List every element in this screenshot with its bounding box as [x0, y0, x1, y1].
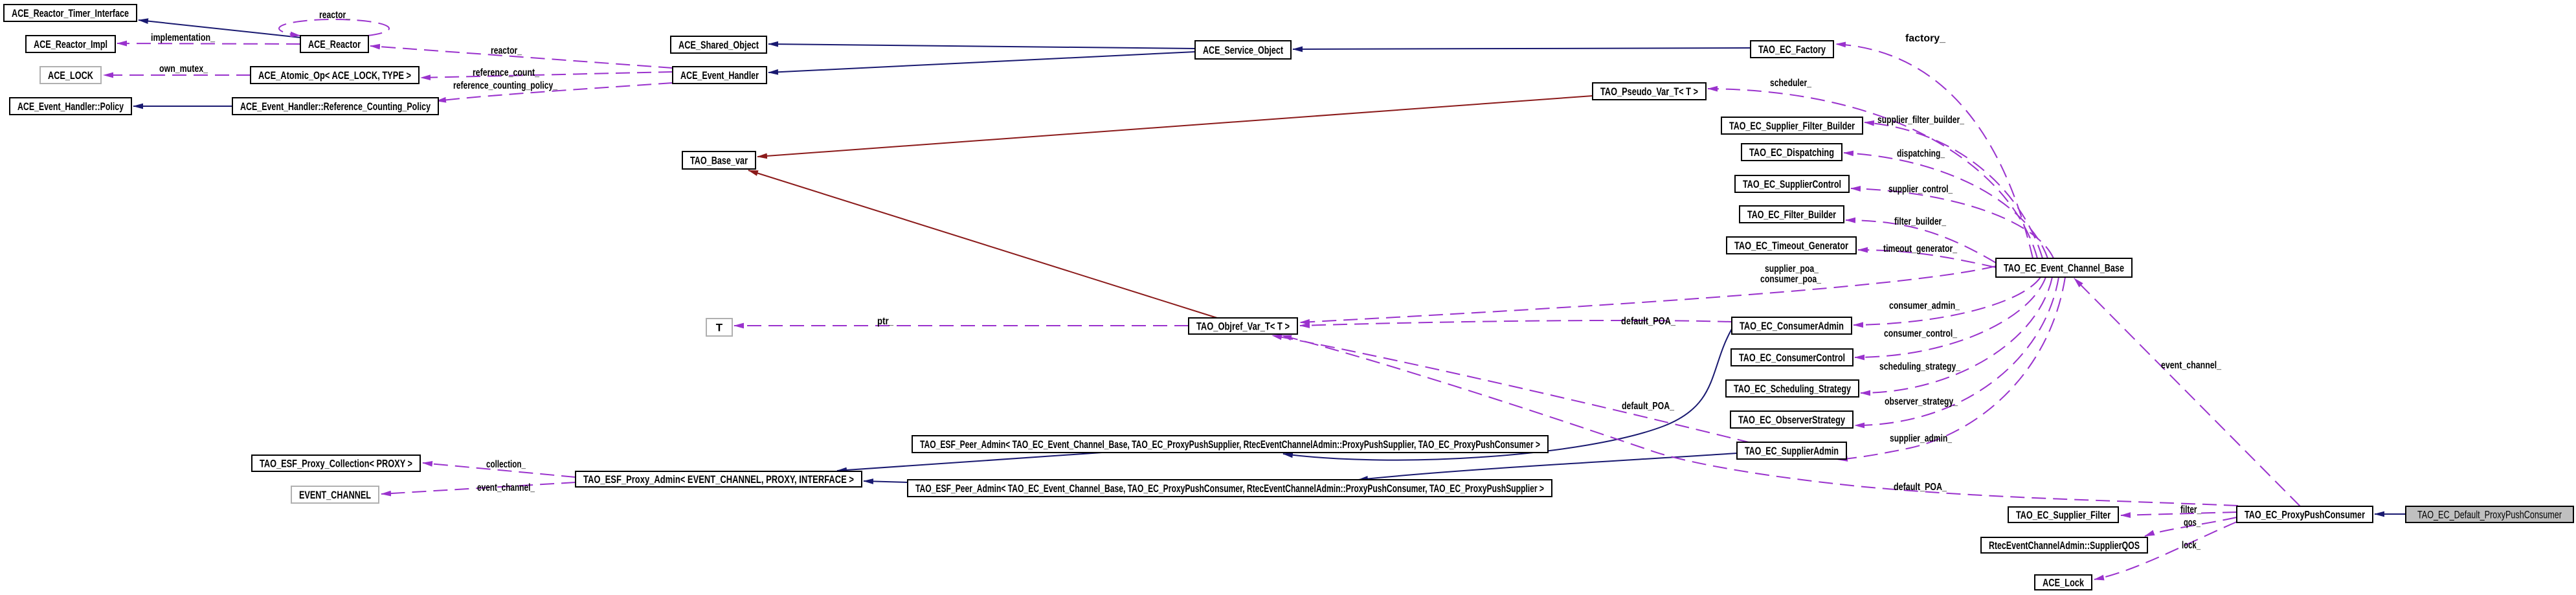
svg-text:timeout_generator_: timeout_generator_ — [1883, 243, 1958, 254]
svg-text:TAO_EC_Event_Channel_Base: TAO_EC_Event_Channel_Base — [2004, 262, 2124, 275]
svg-text:scheduler_: scheduler_ — [1770, 78, 1812, 89]
svg-text:reference_count_: reference_count_ — [473, 67, 540, 78]
svg-text:ACE_Event_Handler: ACE_Event_Handler — [680, 69, 759, 82]
svg-text:TAO_EC_ProxyPushConsumer: TAO_EC_ProxyPushConsumer — [2245, 509, 2365, 521]
svg-text:TAO_EC_Supplier_Filter_Builder: TAO_EC_Supplier_Filter_Builder — [1729, 120, 1855, 132]
svg-text:TAO_EC_Filter_Builder: TAO_EC_Filter_Builder — [1747, 208, 1836, 221]
svg-text:TAO_Objref_Var_T< T >: TAO_Objref_Var_T< T > — [1196, 320, 1290, 333]
svg-text:TAO_EC_Dispatching: TAO_EC_Dispatching — [1749, 146, 1834, 159]
svg-text:default_POA_: default_POA_ — [1622, 401, 1675, 412]
svg-text:consumer_control_: consumer_control_ — [1884, 328, 1958, 339]
svg-text:ACE_Event_Handler::Reference_C: ACE_Event_Handler::Reference_Counting_Po… — [240, 100, 431, 113]
svg-text:dispatching_: dispatching_ — [1897, 148, 1945, 159]
svg-text:observer_strategy_: observer_strategy_ — [1885, 396, 1958, 407]
svg-text:TAO_Base_var: TAO_Base_var — [690, 155, 748, 167]
svg-text:ACE_Event_Handler::Policy: ACE_Event_Handler::Policy — [17, 100, 124, 113]
svg-text:ptr_: ptr_ — [877, 316, 894, 327]
svg-text:TAO_ESF_Proxy_Collection< PROX: TAO_ESF_Proxy_Collection< PROXY > — [260, 458, 412, 470]
svg-text:ACE_Reactor: ACE_Reactor — [308, 38, 361, 51]
svg-text:TAO_ESF_Proxy_Admin< EVENT_CHA: TAO_ESF_Proxy_Admin< EVENT_CHANNEL, PROX… — [583, 473, 854, 486]
svg-text:TAO_EC_SupplierAdmin: TAO_EC_SupplierAdmin — [1745, 445, 1839, 457]
svg-text:scheduling_strategy_: scheduling_strategy_ — [1879, 361, 1961, 372]
svg-text:ACE_Atomic_Op< ACE_LOCK, TYPE: ACE_Atomic_Op< ACE_LOCK, TYPE > — [258, 69, 411, 82]
svg-text:ACE_Lock: ACE_Lock — [2043, 577, 2084, 589]
svg-text:qos_: qos_ — [2184, 517, 2201, 528]
svg-text:reactor_: reactor_ — [319, 10, 351, 21]
svg-text:event_channel_: event_channel_ — [477, 482, 535, 493]
svg-text:TAO_EC_Scheduling_Strategy: TAO_EC_Scheduling_Strategy — [1734, 383, 1851, 395]
svg-text:RtecEventChannelAdmin::Supplie: RtecEventChannelAdmin::SupplierQOS — [1989, 539, 2140, 552]
svg-text:TAO_EC_Factory: TAO_EC_Factory — [1758, 43, 1826, 56]
svg-text:TAO_ESF_Peer_Admin< TAO_EC_Eve: TAO_ESF_Peer_Admin< TAO_EC_Event_Channel… — [920, 438, 1540, 451]
svg-text:TAO_Pseudo_Var_T< T >: TAO_Pseudo_Var_T< T > — [1600, 85, 1698, 98]
svg-text:ACE_Shared_Object: ACE_Shared_Object — [678, 39, 759, 51]
svg-text:EVENT_CHANNEL: EVENT_CHANNEL — [299, 489, 371, 501]
svg-text:consumer_poa_: consumer_poa_ — [1760, 274, 1822, 285]
svg-text:T: T — [716, 322, 723, 334]
svg-text:default_POA_: default_POA_ — [1894, 482, 1947, 493]
svg-text:TAO_EC_ConsumerAdmin: TAO_EC_ConsumerAdmin — [1740, 320, 1844, 332]
svg-text:filter_builder_: filter_builder_ — [1894, 216, 1947, 227]
svg-text:TAO_EC_ObserverStrategy: TAO_EC_ObserverStrategy — [1738, 414, 1845, 426]
svg-text:supplier_admin_: supplier_admin_ — [1890, 433, 1953, 444]
svg-text:TAO_EC_Timeout_Generator: TAO_EC_Timeout_Generator — [1734, 240, 1848, 252]
svg-text:ACE_LOCK: ACE_LOCK — [48, 69, 94, 82]
svg-text:ACE_Reactor_Timer_Interface: ACE_Reactor_Timer_Interface — [12, 7, 129, 19]
svg-text:TAO_EC_Default_ProxyPushConsum: TAO_EC_Default_ProxyPushConsumer — [2417, 509, 2562, 521]
svg-text:reference_counting_policy_: reference_counting_policy_ — [453, 80, 558, 91]
svg-text:factory_: factory_ — [1905, 33, 1946, 44]
svg-text:ACE_Service_Object: ACE_Service_Object — [1203, 44, 1283, 56]
svg-text:TAO_EC_Supplier_Filter: TAO_EC_Supplier_Filter — [2016, 509, 2111, 521]
svg-text:supplier_control_: supplier_control_ — [1888, 184, 1953, 195]
svg-text:implementation_: implementation_ — [151, 32, 216, 43]
svg-text:event_channel_: event_channel_ — [2161, 360, 2222, 371]
svg-text:own_mutex_: own_mutex_ — [159, 63, 208, 74]
svg-text:ACE_Reactor_Impl: ACE_Reactor_Impl — [34, 38, 107, 51]
svg-text:default_POA_: default_POA_ — [1621, 316, 1676, 327]
svg-text:supplier_poa_: supplier_poa_ — [1765, 264, 1819, 275]
svg-text:consumer_admin_: consumer_admin_ — [1889, 300, 1960, 311]
svg-text:reactor_: reactor_ — [491, 45, 522, 56]
svg-text:filter_: filter_ — [2180, 504, 2202, 515]
svg-text:collection_: collection_ — [486, 459, 526, 470]
svg-text:lock_: lock_ — [2182, 540, 2201, 551]
svg-text:TAO_EC_ConsumerControl: TAO_EC_ConsumerControl — [1739, 352, 1845, 364]
svg-text:TAO_EC_SupplierControl: TAO_EC_SupplierControl — [1743, 178, 1841, 190]
svg-text:supplier_filter_builder_: supplier_filter_builder_ — [1877, 115, 1965, 126]
svg-text:TAO_ESF_Peer_Admin< TAO_EC_Eve: TAO_ESF_Peer_Admin< TAO_EC_Event_Channel… — [915, 482, 1544, 495]
